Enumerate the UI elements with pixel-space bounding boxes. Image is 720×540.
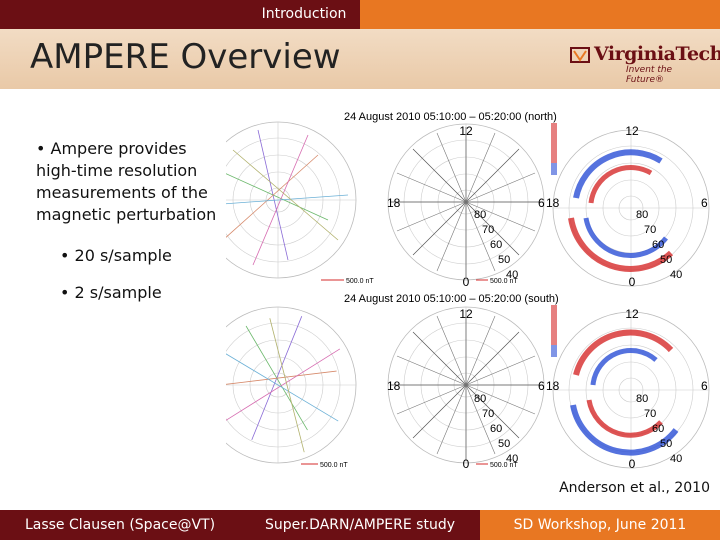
north-cur-lat-50: 50 [660, 254, 672, 266]
north-cur-lat-60: 60 [652, 239, 664, 251]
south-header: 24 August 2010 05:10:00 – 05:20:00 (sout… [344, 293, 559, 305]
vt-mark-icon [570, 47, 590, 63]
north-cur-top: 12 [625, 124, 639, 138]
north-mlt-top: 12 [459, 124, 473, 138]
south-cur-lat-50: 50 [660, 438, 672, 450]
bullet-20s: • 20 s/sample [60, 246, 172, 265]
footer: Lasse Clausen (Space@VT) Super.DARN/AMPE… [0, 510, 720, 540]
footer-event: SD Workshop, June 2011 [480, 510, 720, 540]
north-cur-lat-80: 80 [636, 209, 648, 221]
bullet-ampere: • Ampere provides high-time resolution m… [36, 139, 217, 224]
south-current-plot [551, 305, 710, 469]
north-raw-plot [226, 121, 357, 279]
logo-name: VirginiaTech [594, 43, 720, 65]
south-cur-lat-70: 70 [644, 408, 656, 420]
south-cur-lat-60: 60 [652, 423, 664, 435]
top-bar-left [0, 0, 248, 29]
south-mlt-bottom: 0 [463, 457, 470, 471]
south-cur-right: 6 [701, 379, 708, 393]
virginia-tech-logo: VirginiaTech Invent the Future® [570, 43, 720, 85]
logo-tagline: Invent the Future® [626, 65, 673, 85]
north-lat-40: 40 [506, 269, 518, 281]
north-lat-60: 60 [490, 239, 502, 251]
north-cur-bottom: 0 [629, 275, 636, 289]
north-cur-lat-70: 70 [644, 224, 656, 236]
north-mlt-right: 6 [538, 196, 545, 210]
north-cur-right: 6 [701, 196, 708, 210]
north-scale-label: 500.0 nT [346, 278, 374, 285]
title-bar: AMPERE Overview VirginiaTech Invent the … [0, 29, 720, 89]
north-mlt-bottom: 0 [463, 275, 470, 289]
south-lat-70: 70 [482, 408, 494, 420]
south-lat-60: 60 [490, 423, 502, 435]
north-mlt-left: 18 [387, 196, 401, 210]
south-mlt-left: 18 [387, 379, 401, 393]
north-current-plot [551, 123, 710, 287]
citation: Anderson et al., 2010 [559, 480, 710, 496]
footer-study: Super.DARN/AMPERE study [240, 510, 480, 540]
section-label: Introduction [248, 0, 360, 29]
south-mlt-right: 6 [538, 379, 545, 393]
slide-title: AMPERE Overview [30, 37, 341, 77]
south-lat-80: 80 [474, 393, 486, 405]
north-cur-lat-40: 40 [670, 269, 682, 281]
north-lat-80: 80 [474, 209, 486, 221]
north-vector-plot [387, 123, 545, 281]
north-lat-50: 50 [498, 254, 510, 266]
south-vector-plot [387, 306, 545, 464]
bullet-2s: • 2 s/sample [60, 283, 162, 302]
north-cur-left: 18 [546, 196, 560, 210]
south-cur-bottom: 0 [629, 457, 636, 471]
north-header: 24 August 2010 05:10:00 – 05:20:00 (nort… [344, 111, 557, 123]
top-bar: Introduction [0, 0, 720, 29]
footer-author: Lasse Clausen (Space@VT) [0, 510, 240, 540]
south-mlt-top: 12 [459, 307, 473, 321]
south-cur-lat-40: 40 [670, 453, 682, 465]
south-cur-lat-80: 80 [636, 393, 648, 405]
south-scale-label-2: 500.0 nT [490, 462, 518, 469]
south-scale-label: 500.0 nT [320, 462, 348, 469]
south-cur-top: 12 [625, 307, 639, 321]
south-lat-50: 50 [498, 438, 510, 450]
ampere-figure: 24 August 2010 05:10:00 – 05:20:00 (nort… [226, 111, 710, 472]
south-raw-plot [226, 287, 376, 472]
south-lat-40: 40 [506, 453, 518, 465]
south-cur-left: 18 [546, 379, 560, 393]
north-scale-label-2: 500.0 nT [490, 278, 518, 285]
north-lat-70: 70 [482, 224, 494, 236]
